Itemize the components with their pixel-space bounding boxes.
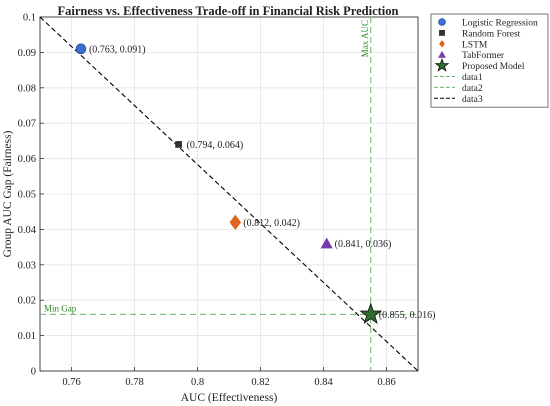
- tabformer-label: (0.841, 0.036): [335, 239, 392, 250]
- legend-tabformer-marker: [438, 50, 446, 58]
- x-tick-labels: 0.76 0.78 0.8 0.82 0.84 0.86: [62, 377, 395, 388]
- random-forest-point: [175, 141, 182, 148]
- legend-lstm-label: LSTM: [462, 40, 488, 50]
- data-points: [75, 43, 383, 324]
- tradeoff-line: [39, 16, 419, 372]
- y-tick-label: 0.01: [18, 331, 36, 342]
- proposed-model-label: (0.855, 0.016): [379, 310, 436, 321]
- lstm-point: [229, 214, 242, 231]
- legend-box: [430, 13, 549, 108]
- y-tick-label: 0.02: [18, 296, 36, 307]
- x-tick-label: 0.82: [251, 377, 269, 388]
- min-gap-label: Min Gap: [44, 303, 77, 313]
- proposed-model-point: [359, 302, 383, 324]
- x-tick-label: 0.8: [191, 377, 204, 388]
- x-tick-label: 0.86: [377, 377, 395, 388]
- y-tick-label: 0.03: [18, 260, 36, 271]
- logistic-regression-point: [75, 43, 87, 55]
- y-tick-label: 0.06: [18, 154, 36, 165]
- x-tick-label: 0.78: [125, 377, 143, 388]
- point-annotations: (0.763, 0.091) (0.794, 0.064) (0.812, 0.04…: [89, 44, 436, 321]
- y-tick-label: 0.08: [18, 83, 36, 94]
- legend-logistic-regression-marker: [438, 18, 446, 26]
- max-auc-label: Max AUC: [360, 20, 370, 57]
- axes: [39, 16, 419, 372]
- legend-data1-label: data1: [462, 73, 483, 83]
- chart-title: Fairness vs. Effectiveness Trade-off in …: [58, 4, 399, 18]
- legend-lstm-marker: [439, 39, 445, 48]
- tabformer-point: [320, 237, 333, 249]
- y-tick-label: 0.07: [18, 119, 36, 130]
- y-tick-label: 0.09: [18, 48, 36, 59]
- y-tick-labels: 0 0.01 0.02 0.03 0.04 0.05 0.06 0.07 0.08 0.09 0.1: [18, 13, 37, 378]
- lstm-label: (0.812, 0.042): [243, 218, 300, 229]
- y-tick-label: 0.04: [18, 225, 37, 236]
- legend-random-forest-label: Random Forest: [462, 29, 521, 39]
- y-tick-label: 0.05: [18, 190, 36, 201]
- legend-tabformer-label: TabFormer: [462, 51, 505, 61]
- legend-proposed-model-marker: [434, 57, 450, 72]
- legend-random-forest-marker: [439, 29, 445, 36]
- y-tick-label: 0: [31, 367, 36, 378]
- y-tick-label: 0.1: [23, 13, 36, 24]
- legend-data2-label: data2: [462, 84, 483, 94]
- legend-data3-label: data3: [462, 95, 483, 105]
- logistic-regression-label: (0.763, 0.091): [89, 44, 146, 55]
- legend-proposed-model-label: Proposed Model: [462, 62, 525, 72]
- x-tick-label: 0.76: [62, 377, 80, 388]
- x-axis-label: AUC (Effectiveness): [181, 392, 278, 404]
- x-tick-label: 0.84: [314, 377, 333, 388]
- y-axis-label: Group AUC Gap (Fairness): [2, 130, 14, 257]
- plot-frame: [39, 16, 419, 372]
- legend-logistic-regression-label: Logistic Regression: [462, 19, 538, 29]
- random-forest-label: (0.794, 0.064): [187, 140, 244, 151]
